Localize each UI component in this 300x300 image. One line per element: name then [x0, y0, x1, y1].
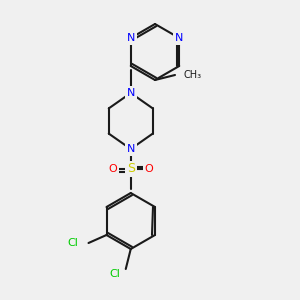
- Text: N: N: [175, 33, 183, 43]
- Text: S: S: [127, 163, 135, 176]
- Text: Cl: Cl: [109, 269, 120, 279]
- Text: N: N: [127, 33, 135, 43]
- Text: N: N: [127, 144, 135, 154]
- Text: O: O: [144, 164, 153, 174]
- Text: N: N: [127, 88, 135, 98]
- Text: CH₃: CH₃: [183, 70, 201, 80]
- Text: Cl: Cl: [68, 238, 79, 248]
- Text: O: O: [108, 164, 117, 174]
